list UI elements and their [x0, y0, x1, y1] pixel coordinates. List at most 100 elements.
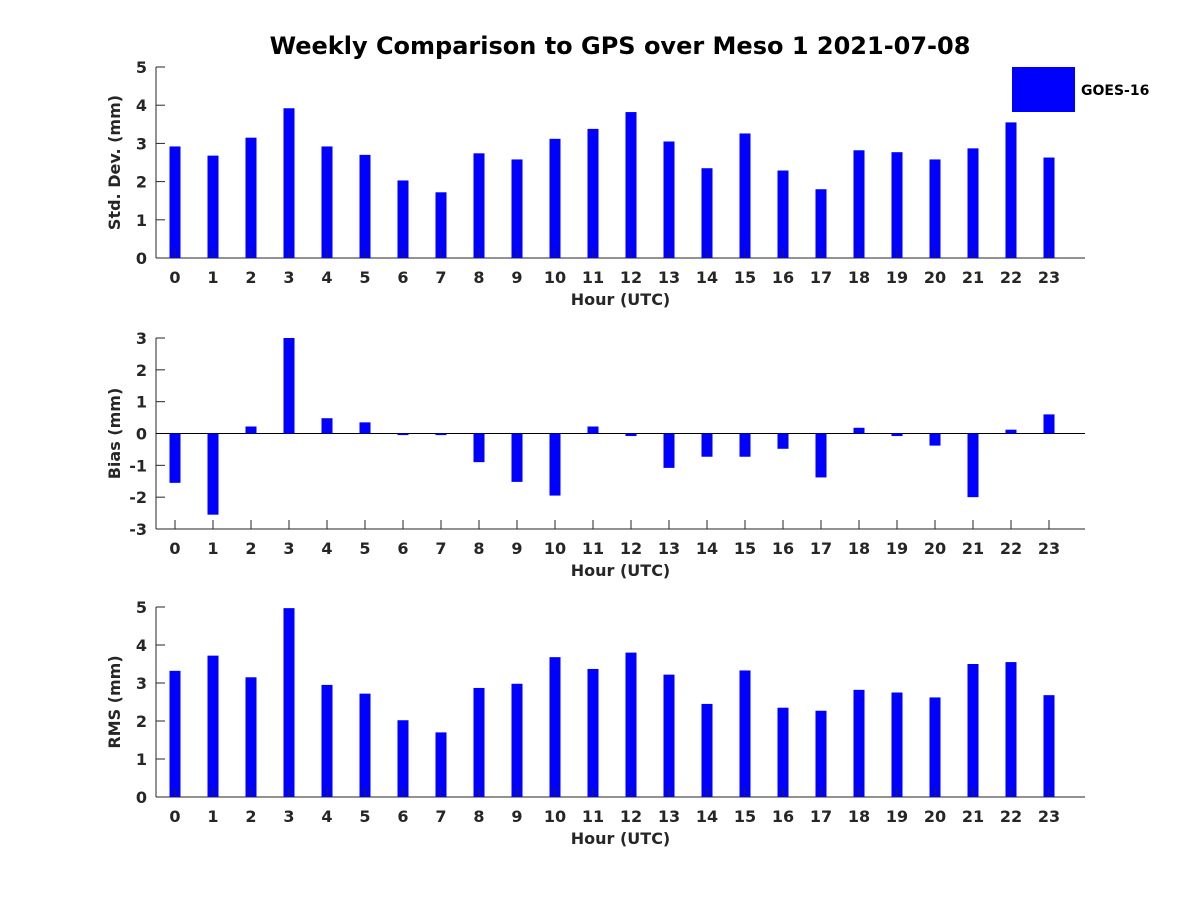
- stddev-x-tick-label: 2: [245, 268, 256, 287]
- rms-x-tick-label: 7: [435, 807, 446, 826]
- bias-y-tick-label: 0: [136, 425, 147, 444]
- bias-x-tick-label: 0: [169, 539, 180, 558]
- rms-y-tick-label: 3: [136, 674, 147, 693]
- stddev-y-tick-label: 2: [136, 173, 147, 192]
- bias-bar-hour-18: [853, 427, 865, 434]
- bias-x-tick-label: 14: [696, 539, 718, 558]
- stddev-x-tick-label: 17: [810, 268, 832, 287]
- rms-x-tick-label: 2: [245, 807, 256, 826]
- stddev-bar-hour-20: [929, 159, 941, 258]
- rms-x-tick-label: 22: [1000, 807, 1022, 826]
- stddev-y-tick-label: 1: [136, 211, 147, 230]
- stddev-y-tick-label: 3: [136, 134, 147, 153]
- stddev-x-tick-label: 23: [1038, 268, 1060, 287]
- rms-bar-hour-6: [397, 720, 409, 797]
- bias-x-tick-label: 7: [435, 539, 446, 558]
- rms-bar-hour-8: [473, 687, 485, 797]
- stddev-x-tick-label: 15: [734, 268, 756, 287]
- bias-bar-hour-22: [1005, 429, 1017, 434]
- stddev-bar-hour-15: [739, 133, 751, 258]
- rms-bar-hour-15: [739, 670, 751, 797]
- stddev-x-axis-label: Hour (UTC): [571, 290, 671, 309]
- rms-bar-hour-21: [967, 664, 979, 797]
- rms-bar-hour-13: [663, 674, 675, 797]
- bias-x-tick-label: 16: [772, 539, 794, 558]
- stddev-x-tick-label: 11: [582, 268, 604, 287]
- stddev-bar-hour-11: [587, 128, 599, 258]
- rms-y-tick-label: 4: [136, 636, 147, 655]
- stddev-x-tick-label: 1: [207, 268, 218, 287]
- chart-title: Weekly Comparison to GPS over Meso 1 202…: [270, 32, 971, 60]
- rms-bar-hour-23: [1043, 695, 1055, 797]
- bias-bar-hour-12: [625, 433, 637, 437]
- stddev-x-tick-label: 19: [886, 268, 908, 287]
- rms-bar-hour-4: [321, 684, 333, 797]
- rms-x-tick-label: 8: [473, 807, 484, 826]
- stddev-x-tick-label: 3: [283, 268, 294, 287]
- rms-x-tick-label: 4: [321, 807, 332, 826]
- rms-bar-hour-18: [853, 689, 865, 797]
- stddev-x-tick-label: 14: [696, 268, 718, 287]
- rms-x-tick-label: 21: [962, 807, 984, 826]
- rms-x-tick-label: 12: [620, 807, 642, 826]
- stddev-x-tick-label: 10: [544, 268, 566, 287]
- bias-bar-hour-15: [739, 433, 751, 457]
- bias-bar-hour-17: [815, 433, 827, 478]
- bias-x-tick-label: 9: [511, 539, 522, 558]
- rms-bar-hour-20: [929, 697, 941, 797]
- bias-x-tick-label: 20: [924, 539, 946, 558]
- rms-y-tick-label: 0: [136, 788, 147, 807]
- bias-bar-hour-14: [701, 433, 713, 457]
- rms-bar-hour-16: [777, 707, 789, 797]
- stddev-y-axis-label: Std. Dev. (mm): [105, 95, 124, 230]
- bias-x-tick-label: 10: [544, 539, 566, 558]
- stddev-y-tick-label: 4: [136, 96, 147, 115]
- bias-bar-hour-21: [967, 433, 979, 498]
- stddev-x-tick-label: 21: [962, 268, 984, 287]
- rms-x-tick-label: 20: [924, 807, 946, 826]
- stddev-x-tick-label: 6: [397, 268, 408, 287]
- stddev-bar-hour-4: [321, 146, 333, 258]
- stddev-x-tick-label: 9: [511, 268, 522, 287]
- bias-y-tick-label: -1: [129, 456, 147, 475]
- stddev-bar-hour-14: [701, 168, 713, 258]
- rms-bar-hour-3: [283, 608, 295, 797]
- stddev-bar-hour-13: [663, 141, 675, 258]
- rms-y-tick-label: 5: [136, 598, 147, 617]
- bias-y-tick-label: 3: [136, 329, 147, 348]
- bias-x-tick-label: 11: [582, 539, 604, 558]
- bias-bar-hour-6: [397, 433, 409, 436]
- stddev-x-tick-label: 7: [435, 268, 446, 287]
- bias-x-tick-label: 12: [620, 539, 642, 558]
- bias-y-tick-label: -3: [129, 520, 147, 539]
- stddev-x-tick-label: 18: [848, 268, 870, 287]
- bias-x-tick-label: 18: [848, 539, 870, 558]
- rms-x-tick-label: 6: [397, 807, 408, 826]
- stddev-bar-hour-7: [435, 192, 447, 258]
- bias-x-tick-label: 22: [1000, 539, 1022, 558]
- bias-bar-hour-4: [321, 418, 333, 434]
- stddev-x-tick-label: 20: [924, 268, 946, 287]
- stddev-x-tick-label: 16: [772, 268, 794, 287]
- bias-x-tick-label: 6: [397, 539, 408, 558]
- rms-x-tick-label: 14: [696, 807, 718, 826]
- rms-bar-hour-7: [435, 732, 447, 797]
- rms-bar-hour-10: [549, 657, 561, 797]
- bias-x-tick-label: 1: [207, 539, 218, 558]
- rms-x-tick-label: 13: [658, 807, 680, 826]
- stddev-bar-hour-2: [245, 137, 257, 258]
- stddev-x-tick-label: 4: [321, 268, 332, 287]
- legend: GOES-16: [1012, 67, 1149, 112]
- stddev-x-tick-label: 8: [473, 268, 484, 287]
- bias-y-axis-label: Bias (mm): [105, 388, 124, 480]
- bias-bar-hour-3: [283, 338, 295, 434]
- bias-x-tick-label: 21: [962, 539, 984, 558]
- stddev-bar-hour-12: [625, 112, 637, 259]
- rms-bar-hour-5: [359, 693, 371, 797]
- stddev-bar-hour-10: [549, 138, 561, 258]
- bias-bar-hour-2: [245, 426, 257, 434]
- bias-bar-hour-23: [1043, 414, 1055, 434]
